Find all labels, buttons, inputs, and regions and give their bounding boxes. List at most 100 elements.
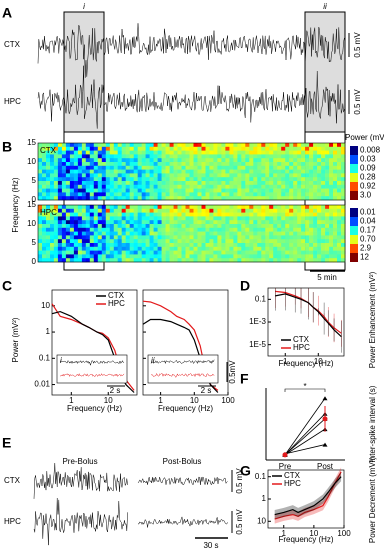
spectrogram-cell <box>217 169 222 174</box>
spectrogram-cell <box>81 224 87 229</box>
spectrogram-cell <box>237 146 242 151</box>
spectrogram-cell <box>101 184 107 189</box>
spectrogram-cell <box>221 227 226 232</box>
spectrogram-cell <box>309 196 314 201</box>
spectrogram-cell <box>249 143 254 148</box>
spectrogram-cell <box>149 192 154 197</box>
spectrogram-cell <box>113 173 119 178</box>
spectrogram-cell <box>173 146 178 151</box>
spectrogram-cell <box>333 196 338 201</box>
spectrogram-cell <box>46 181 51 186</box>
spectrogram-cell <box>253 158 258 163</box>
colorbar-title: Power (mV²) <box>345 133 384 142</box>
spectrogram-cell <box>113 216 119 221</box>
spectrogram-cell <box>285 196 290 201</box>
spectrogram-cell <box>53 184 59 189</box>
spectrogram-cell <box>293 154 298 159</box>
spectrogram-cell <box>277 165 282 170</box>
spectrogram-cell <box>46 254 51 259</box>
spectrogram-cell <box>161 173 166 178</box>
spectrogram-cell <box>57 192 63 197</box>
spectrogram-cell <box>42 143 47 148</box>
spectrogram-cell <box>133 224 138 229</box>
spectrogram-cell <box>297 258 302 263</box>
spectrogram-cell <box>185 154 190 159</box>
spectrogram-cell <box>201 188 206 193</box>
axis-title: 0.5 mV <box>353 89 362 115</box>
spectrogram-cell <box>149 184 154 189</box>
window-label: i <box>83 2 85 11</box>
spectrogram-cell <box>265 243 270 248</box>
spectrogram-cell <box>81 243 87 248</box>
spectrogram-cell <box>325 250 330 255</box>
spectrogram-cell <box>85 216 91 221</box>
spectrogram-cell <box>121 250 126 255</box>
spectrogram-cell <box>213 184 218 189</box>
spectrogram-cell <box>177 246 182 251</box>
spectrogram-cell <box>105 216 111 221</box>
spectrogram-cell <box>38 224 43 229</box>
spectrogram-cell <box>297 154 302 159</box>
spectrogram-cell <box>333 205 338 210</box>
spectrogram-cell <box>217 220 222 225</box>
spectrogram-cell <box>73 205 79 210</box>
spectrogram-cell <box>137 184 142 189</box>
spectrogram-cell <box>161 188 166 193</box>
spectrogram-cell <box>101 143 107 148</box>
spectrogram-cell <box>125 250 130 255</box>
colorbar-label: 0.03 <box>360 155 376 164</box>
spectrogram-cell <box>169 173 174 178</box>
x-tick-label: Pre <box>279 462 292 471</box>
spectrogram-cell <box>42 169 47 174</box>
spectrogram-cell <box>42 258 47 263</box>
spectrogram-cell <box>185 173 190 178</box>
axis-title: Power (mV²) <box>11 317 20 362</box>
spectrogram-cell <box>337 158 342 163</box>
spectrogram-cell <box>65 243 71 248</box>
spectrogram-cell <box>297 220 302 225</box>
spectrogram-cell <box>225 258 230 263</box>
colorbar-cell <box>350 146 358 155</box>
spectrogram-cell <box>81 188 87 193</box>
spectrogram-cell <box>237 220 242 225</box>
spectrogram-cell <box>77 250 83 255</box>
trace <box>33 497 128 546</box>
spectrogram-cell <box>38 254 43 259</box>
spectrogram-cell <box>273 181 278 186</box>
spectrogram-cell <box>121 169 126 174</box>
spectrogram-cell <box>61 158 67 163</box>
spectrogram-cell <box>149 181 154 186</box>
spectrogram-cell <box>73 216 79 221</box>
spectrogram-cell <box>337 165 342 170</box>
spectrogram-cell <box>53 212 59 217</box>
spectrogram-cell <box>189 150 194 155</box>
spectrogram-cell <box>209 205 214 210</box>
spectrogram-cell <box>57 227 63 232</box>
spectrogram-cell <box>217 224 222 229</box>
spectrogram-cell <box>209 184 214 189</box>
spectrogram-cell <box>105 165 111 170</box>
spectrogram-cell <box>42 181 47 186</box>
error-band <box>274 472 342 520</box>
spectrogram-cell <box>217 258 222 263</box>
spectrogram-cell <box>73 258 79 263</box>
spectrogram-cell <box>217 177 222 182</box>
spectrogram-cell <box>289 188 294 193</box>
spectrogram-cell <box>321 192 326 197</box>
spectrogram-cell <box>61 162 67 167</box>
spectrogram-cell <box>309 235 314 240</box>
spectrogram-cell <box>77 239 83 244</box>
spectrogram-cell <box>293 246 298 251</box>
spectrogram-cell <box>289 235 294 240</box>
spectrogram-cell <box>281 173 286 178</box>
spectrogram-cell <box>93 254 99 259</box>
spectrogram-cell <box>69 158 75 163</box>
spectrogram-cell <box>333 212 338 217</box>
spectrogram-cell <box>269 208 274 213</box>
spectrogram-cell <box>53 254 59 259</box>
spectrogram-cell <box>42 177 47 182</box>
significance: * <box>303 382 306 391</box>
spectrogram-cell <box>269 177 274 182</box>
spectrogram-cell <box>65 227 71 232</box>
spectrogram-cell <box>97 220 103 225</box>
